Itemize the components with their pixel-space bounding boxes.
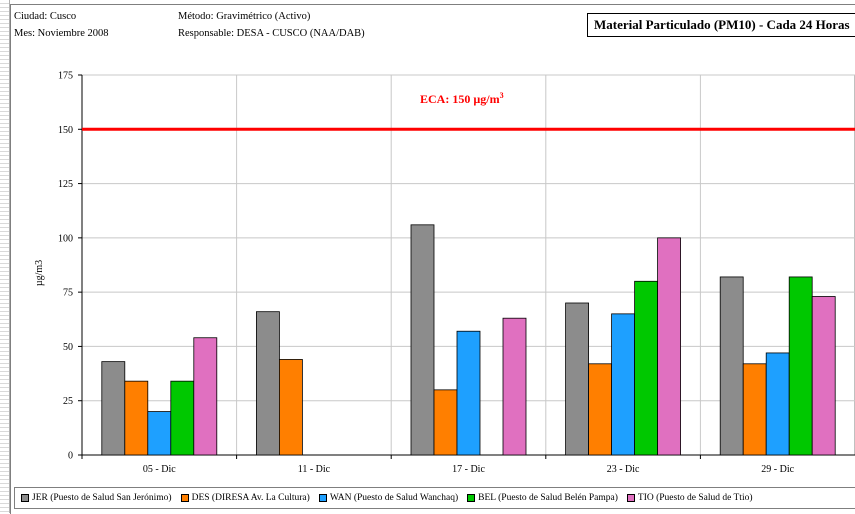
bar-tio [502,317,527,456]
y-tick-label: 25 [63,396,73,407]
eca-label: ECA: 150 µg/m3 [420,91,504,106]
bar-jer [565,302,589,456]
y-tick-label: 150 [58,125,73,136]
legend-item-jer: JER (Puesto de Salud San Jerónimo) [21,493,172,503]
x-tick-label: 05 - Dic [143,464,176,475]
y-tick-label: 125 [58,179,73,190]
x-tick-label: 23 - Dic [607,464,640,475]
bar-tio [193,337,218,456]
y-tick-label: 175 [58,71,73,82]
bar-des [433,389,458,456]
bar-bel [788,276,813,456]
y-tick-label: 75 [63,288,73,299]
y-tick-label: 100 [58,233,73,244]
chart-legend: JER (Puesto de Salud San Jerónimo) DES (D… [14,487,855,509]
sheet-left-strip [0,0,10,513]
bar-tio [657,237,681,456]
bar-des [124,380,149,456]
x-tick-label: 29 - Dic [761,464,794,475]
legend-label: BEL (Puesto de Salud Belén Pampa) [478,493,618,503]
legend-label: TIO (Puesto de Salud de Ttio) [637,493,753,503]
legend-item-des: DES (DIRESA Av. La Cultura) [180,493,310,503]
bar-jer [719,276,744,456]
bar-wan [765,352,790,456]
legend-item-bel: BEL (Puesto de Salud Belén Pampa) [467,493,618,503]
bar-jer [410,224,435,456]
legend-label: JER (Puesto de Salud San Jerónimo) [32,493,172,503]
month-label: Mes: Noviembre 2008 [14,28,109,39]
bar-tio [811,296,836,456]
bar-wan [611,313,635,456]
bar-jer [255,311,280,456]
chart-title: Material Particulado (PM10) - Cada 24 Ho… [587,13,855,37]
legend-label: WAN (Puesto de Salud Wanchaq) [329,493,459,503]
legend-label: DES (DIRESA Av. La Cultura) [191,493,310,503]
legend-item-tio: TIO (Puesto de Salud de Ttio) [626,493,753,503]
city-label: Ciudad: Cusco [14,11,77,22]
bar-des [588,363,612,456]
bar-jer [101,361,126,456]
bar-bel [170,380,195,456]
x-tick-label: 17 - Dic [452,464,485,475]
chart-frame [10,4,855,514]
y-axis-label: µg/m3 [34,260,45,286]
y-tick-label: 0 [68,451,73,462]
responsible-label: Responsable: DESA - CUSCO (NAA/DAB) [178,28,365,39]
legend-swatch [626,494,635,502]
x-tick-label: 11 - Dic [298,464,331,475]
method-label: Método: Gravimétrico (Activo) [178,11,311,22]
legend-swatch [318,494,327,502]
legend-swatch [467,494,476,502]
legend-item-wan: WAN (Puesto de Salud Wanchaq) [318,493,459,503]
legend-swatch [21,494,29,502]
bar-des [278,359,303,456]
bar-wan [147,411,172,456]
legend-swatch [180,494,189,502]
bar-bel [634,280,658,456]
bar-des [742,363,767,456]
bar-wan [456,330,481,456]
y-tick-label: 50 [63,342,73,353]
